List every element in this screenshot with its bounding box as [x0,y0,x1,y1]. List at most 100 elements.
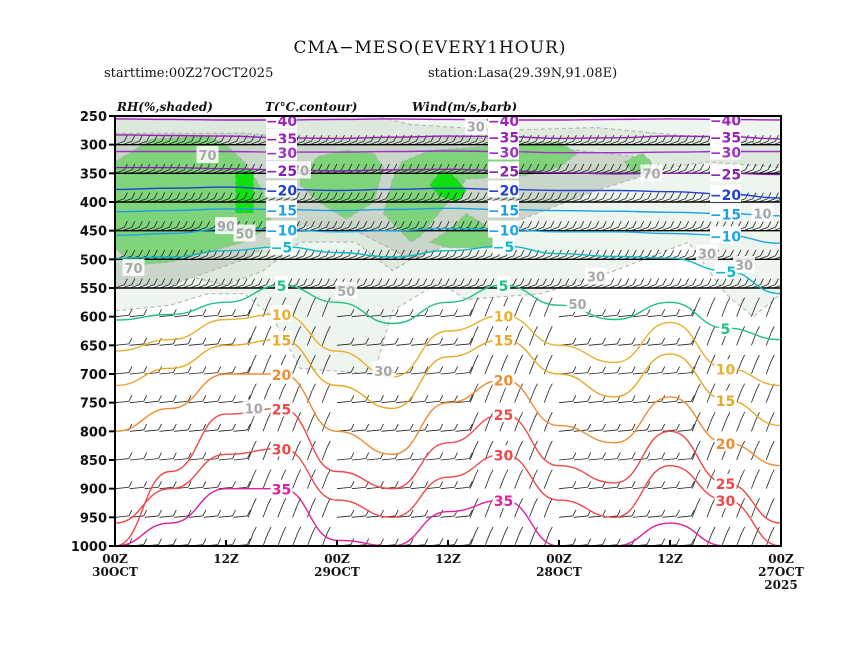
wind-barb [455,458,470,461]
wind-barb-flag [528,163,532,171]
wind-barb-flag [520,278,525,285]
wind-barb [751,389,757,403]
temp-label-bg [492,370,515,388]
wind-barb-flag [158,481,162,488]
wind-barb-flag [677,163,682,171]
wind-barb-flag [587,309,592,316]
wind-barb-flag [312,498,316,505]
wind-barb [188,372,203,375]
wind-barb-flag [790,193,793,199]
rh-label-bg [696,244,718,262]
wind-barb [292,418,299,432]
wind-barb-flag [191,192,196,199]
wind-barb-flag [692,278,697,285]
wind-barb [159,458,174,461]
wind-barb-flag [202,481,207,488]
wind-barb-flag [438,221,443,228]
wind-barb [588,458,603,461]
wind-barb-flag [548,469,553,476]
temp-label--30: −30 [710,146,741,162]
wind-barb-flag [504,469,509,476]
wind-barb-flag [143,337,148,345]
wind-barb-flag [572,366,577,373]
wind-barb [351,458,366,461]
wind-barb [647,429,662,432]
wind-barb-flag [715,221,719,228]
wind-barb-flag [439,366,444,373]
wind-barb-flag [587,192,592,199]
wind-barb-flag [572,395,577,402]
wind-barb-flag [550,278,555,285]
wind-barb-flag [348,192,353,199]
wind-barb-flag [775,163,779,171]
wind-barb [662,314,677,318]
wind-barb-flag [183,278,188,285]
y-tick-label: 600 [80,311,107,326]
wind-barb-flag [690,538,695,545]
wind-barb-flag [483,221,487,228]
rh-label-bg [196,145,219,163]
wind-barb [174,458,189,461]
y-tick-label: 400 [80,196,107,211]
wind-barb-flag [572,509,577,517]
wind-barb-flag [341,163,345,171]
wind-barb-flag [168,192,173,199]
wind-barb-flag [409,509,414,517]
wind-barb [203,486,218,490]
wind-barb-flag [183,249,188,257]
wind-barb-flag [297,526,302,534]
wind-barb [469,418,476,432]
wind-barb-flag [176,163,181,171]
wind-barb [366,400,381,404]
x-tick-label: 00Z [546,552,572,566]
wind-barb-flag [565,249,570,257]
wind-barb-flag [394,423,399,431]
wind-barb-flag [756,326,760,333]
wind-barb-flag [409,481,414,488]
wind-barb-flag [475,278,480,285]
wind-barb-flag [548,297,553,304]
wind-barb [603,400,618,404]
wind-barb [425,314,440,318]
temp-label-bg [488,220,519,238]
temp-label-15: 15 [494,334,513,350]
wind-barb-flag [692,249,697,257]
y-tick-label: 900 [80,483,107,498]
wind-barb-flag [312,354,316,362]
wind-barb-flag [519,297,524,304]
y-tick-label: 950 [80,511,107,526]
wind-barb-flag [676,309,680,316]
wind-barb-flag [206,192,211,199]
wind-barb [188,458,203,461]
wind-barb [618,429,633,432]
wind-barb-flag [128,481,133,488]
wind-barb-flag [297,440,302,448]
wind-barb-flag [341,221,345,228]
wind-barb-flag [474,526,479,534]
wind-barb-flag [251,192,255,199]
wind-barb-flag [191,278,196,285]
wind-barb-flag [676,423,680,431]
wind-barb-flag [696,326,701,333]
wind-barb-flag [631,366,636,373]
wind-barb [425,458,440,461]
wind-barb [159,400,174,404]
wind-barb-flag [380,538,384,545]
wind-barb [632,458,647,461]
wind-barb-flag [424,366,429,373]
wind-barb-flag [602,538,606,545]
wind-barb [321,332,328,346]
temp-label-bg [270,365,293,382]
wind-barb-flag [602,509,606,517]
wind-barb-flag [677,278,682,285]
wind-barb-flag [722,278,727,285]
wind-barb-flag [646,309,651,316]
wind-barb-flag [602,163,607,171]
temp-label--40: −40 [266,114,297,130]
rh-label-bg [215,217,237,235]
wind-barb-flag [662,163,667,171]
wind-barb [691,418,698,432]
wind-barb-flag [378,278,383,285]
wind-barb-flag [662,221,667,228]
wind-barb-flag [172,509,177,517]
